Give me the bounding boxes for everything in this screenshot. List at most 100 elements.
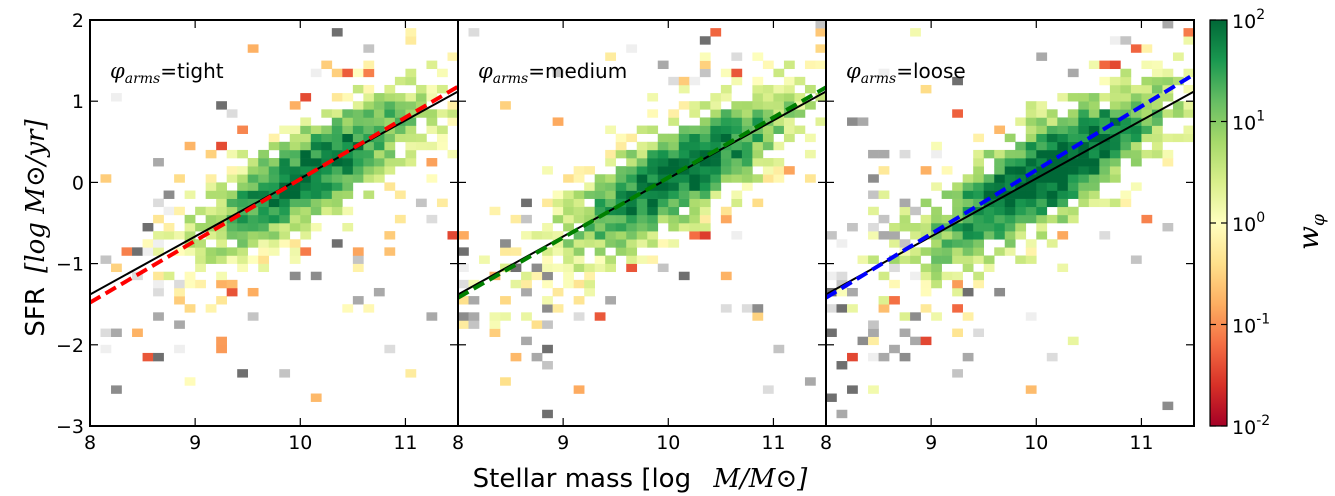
heatmap-cell — [310, 198, 322, 208]
heatmap-cell — [352, 125, 364, 134]
heatmap-cell — [594, 206, 606, 216]
heatmap-cell — [352, 149, 364, 159]
heatmap-cell — [931, 149, 942, 159]
heatmap-cell — [1162, 20, 1174, 29]
heatmap-cell — [153, 247, 164, 256]
heatmap-cell — [657, 214, 669, 224]
heatmap-cell — [521, 214, 532, 224]
heatmap-cell — [237, 190, 249, 199]
heatmap-cell — [605, 255, 617, 264]
heatmap-cell — [741, 117, 753, 126]
heatmap-cell — [594, 312, 606, 321]
heatmap-cell — [752, 304, 764, 313]
heatmap-cell — [521, 312, 532, 321]
heatmap-cell — [699, 149, 711, 159]
heatmap-cell — [762, 125, 774, 134]
heatmap-cell — [920, 166, 932, 175]
heatmap-cell — [920, 304, 932, 313]
heatmap-cell — [741, 125, 753, 134]
heatmap-cell — [815, 20, 826, 29]
heatmap-cell — [394, 133, 406, 143]
heatmap-cell — [710, 158, 722, 167]
heatmap-cell — [542, 361, 553, 370]
heatmap-cell — [584, 239, 595, 248]
heatmap-cell — [783, 93, 795, 102]
heatmap-cell — [1088, 174, 1100, 183]
heatmap-cell — [489, 328, 501, 337]
heatmap-cell — [521, 231, 532, 240]
heatmap-cell — [689, 141, 701, 151]
heatmap-cell — [605, 190, 617, 199]
heatmap-cell — [647, 231, 659, 240]
heatmap-cell — [678, 214, 690, 224]
heatmap-cell — [300, 182, 312, 191]
heatmap-cell — [163, 231, 175, 240]
heatmap-cell — [962, 312, 974, 321]
heatmap-cell — [205, 255, 217, 264]
heatmap-cell — [384, 101, 396, 110]
heatmap-cell — [363, 141, 375, 151]
heatmap-cell — [804, 174, 816, 183]
heatmap-cell — [699, 68, 711, 78]
heatmap-cell — [1067, 109, 1079, 118]
heatmap-cell — [563, 223, 574, 232]
heatmap-cell — [699, 158, 711, 167]
heatmap-cell — [1067, 206, 1079, 216]
heatmap-cell — [352, 101, 364, 110]
heatmap-cell — [878, 352, 890, 362]
heatmap-cell — [521, 271, 532, 281]
heatmap-cell — [1162, 68, 1174, 78]
heatmap-cell — [584, 231, 595, 240]
y-axis-label: SFR [log M⊙/yr] — [21, 119, 51, 337]
heatmap-cell — [973, 328, 985, 337]
heatmap-cell — [657, 198, 669, 208]
heatmap-cell — [1078, 149, 1090, 159]
heatmap-cell — [384, 84, 396, 94]
heatmap-cell — [741, 182, 753, 191]
heatmap-cell — [1151, 101, 1163, 110]
heatmap-cell — [847, 352, 858, 362]
heatmap-cell — [226, 174, 238, 183]
heatmap-cell — [983, 255, 995, 264]
heatmap-cell — [384, 231, 396, 240]
heatmap-cell — [1162, 133, 1174, 143]
heatmap-cell — [962, 239, 974, 248]
heatmap-cell — [384, 166, 396, 175]
y-tick-label: −1 — [56, 254, 84, 276]
heatmap-cell — [289, 271, 301, 281]
heatmap-cell — [384, 109, 396, 118]
heatmap-cell — [552, 206, 564, 216]
heatmap-cell — [657, 166, 669, 175]
heatmap-cell — [815, 44, 826, 53]
heatmap-cell — [1036, 214, 1048, 224]
heatmap-cell — [426, 214, 438, 224]
heatmap-cell — [521, 336, 532, 346]
heatmap-cell — [931, 182, 942, 191]
heatmap-cell — [247, 166, 259, 175]
heatmap-cell — [289, 125, 301, 134]
heatmap-cell — [678, 149, 690, 159]
heatmap-cell — [1088, 101, 1100, 110]
heatmap-cell — [552, 68, 564, 78]
heatmap-cell — [931, 271, 942, 281]
heatmap-cell — [699, 141, 711, 151]
heatmap-cell — [352, 158, 364, 167]
heatmap-cell — [268, 214, 280, 224]
heatmap-cell — [815, 117, 826, 126]
heatmap-cell — [542, 255, 553, 264]
heatmap-cell — [237, 174, 249, 183]
heatmap-cell — [910, 231, 921, 240]
heatmap-cell — [647, 174, 659, 183]
heatmap-cell — [1088, 60, 1100, 70]
heatmap-cell — [731, 158, 743, 167]
heatmap-cell — [973, 279, 985, 289]
heatmap-cell — [1130, 93, 1142, 102]
heatmap-cell — [300, 231, 312, 240]
heatmap-cell — [983, 149, 995, 159]
heatmap-cell — [1036, 223, 1048, 232]
panel-label: φarms=medium — [478, 59, 627, 87]
heatmap-cell — [615, 239, 627, 248]
heatmap-cell — [931, 231, 942, 240]
heatmap-cell — [1004, 206, 1016, 216]
